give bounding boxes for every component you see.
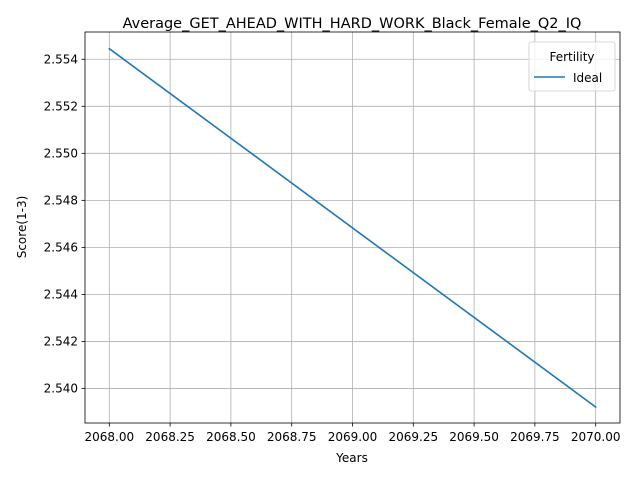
y-tick-label: 2.544 xyxy=(44,288,78,302)
y-tick-label: 2.548 xyxy=(44,194,78,208)
y-axis-ticks: 2.540 2.542 2.544 2.546 2.548 2.550 2.552 2.554 xyxy=(44,53,85,396)
x-tick-label: 2069.75 xyxy=(510,430,560,444)
x-tick-label: 2068.25 xyxy=(145,430,195,444)
x-tick-label: 2069.25 xyxy=(388,430,438,444)
y-tick-label: 2.554 xyxy=(44,53,78,67)
legend-box xyxy=(528,41,616,92)
x-tick-label: 2068.50 xyxy=(206,430,256,444)
legend-label-ideal: Ideal xyxy=(573,71,602,85)
y-tick-label: 2.540 xyxy=(44,382,78,396)
series-layer xyxy=(108,47,597,409)
grid xyxy=(85,32,620,423)
x-tick-label: 2068.00 xyxy=(85,430,135,444)
y-tick-label: 2.542 xyxy=(44,335,78,349)
x-axis-title: Years xyxy=(335,451,368,465)
y-tick-label: 2.546 xyxy=(44,241,78,255)
x-tick-label: 2070.00 xyxy=(571,430,621,444)
x-tick-label: 2069.00 xyxy=(328,430,378,444)
x-tick-label: 2068.75 xyxy=(267,430,317,444)
series-line-ideal xyxy=(108,47,597,409)
x-tick-label: 2069.50 xyxy=(449,430,499,444)
x-axis-ticks: 2068.00 2068.25 2068.50 2068.75 2069.00 2069.… xyxy=(85,423,621,444)
y-axis-title: Score(1-3) xyxy=(15,196,29,259)
chart-title: Average_GET_AHEAD_WITH_HARD_WORK_Black_F… xyxy=(123,16,582,32)
legend-title: Fertility xyxy=(549,50,594,64)
legend: Fertility Ideal xyxy=(528,41,616,92)
y-tick-label: 2.550 xyxy=(44,147,78,161)
y-tick-label: 2.552 xyxy=(44,100,78,114)
